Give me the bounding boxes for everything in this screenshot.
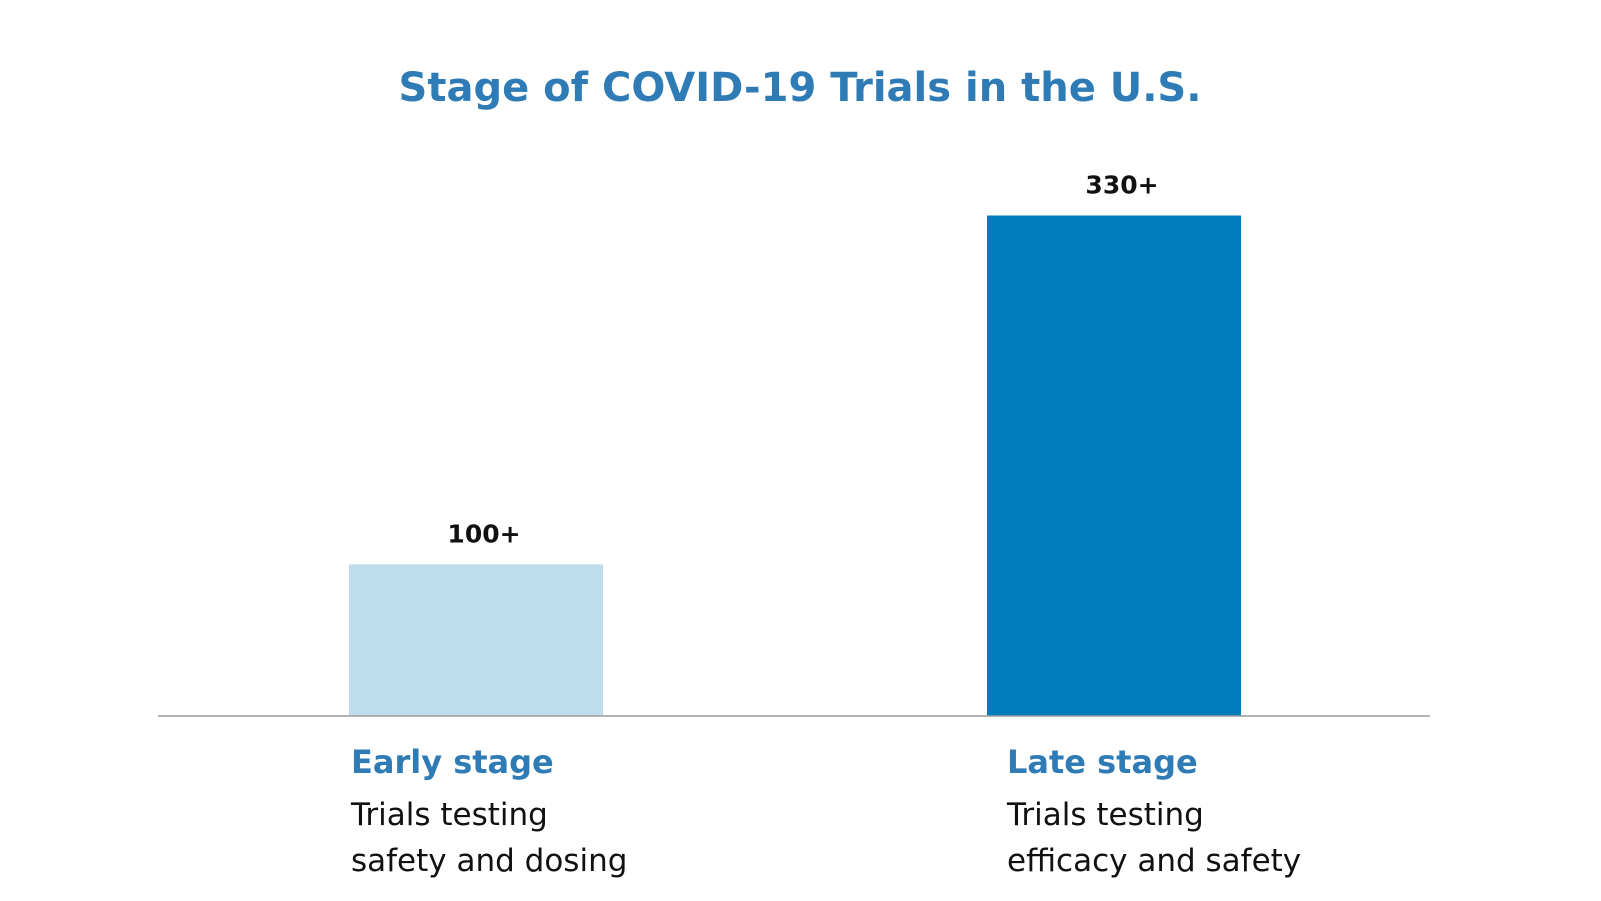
category-label: Late stage [1007,743,1198,781]
bar-value-label: 330+ [1085,171,1158,200]
category-label: Early stage [351,743,554,781]
bars-layer [349,215,1241,716]
labels-layer: 100+ Early stage Trials testing safety and … [350,171,1301,880]
category-description-line: Trials testing [350,797,548,833]
category-description-line: safety and dosing [351,843,627,879]
bar-early-stage [349,564,603,716]
bar-late-stage [987,215,1241,716]
chart-title: Stage of COVID-19 Trials in the U.S. [399,65,1202,111]
category-description-line: efficacy and safety [1007,843,1301,879]
category-description-line: Trials testing [1006,797,1204,833]
bar-value-label: 100+ [447,519,520,548]
